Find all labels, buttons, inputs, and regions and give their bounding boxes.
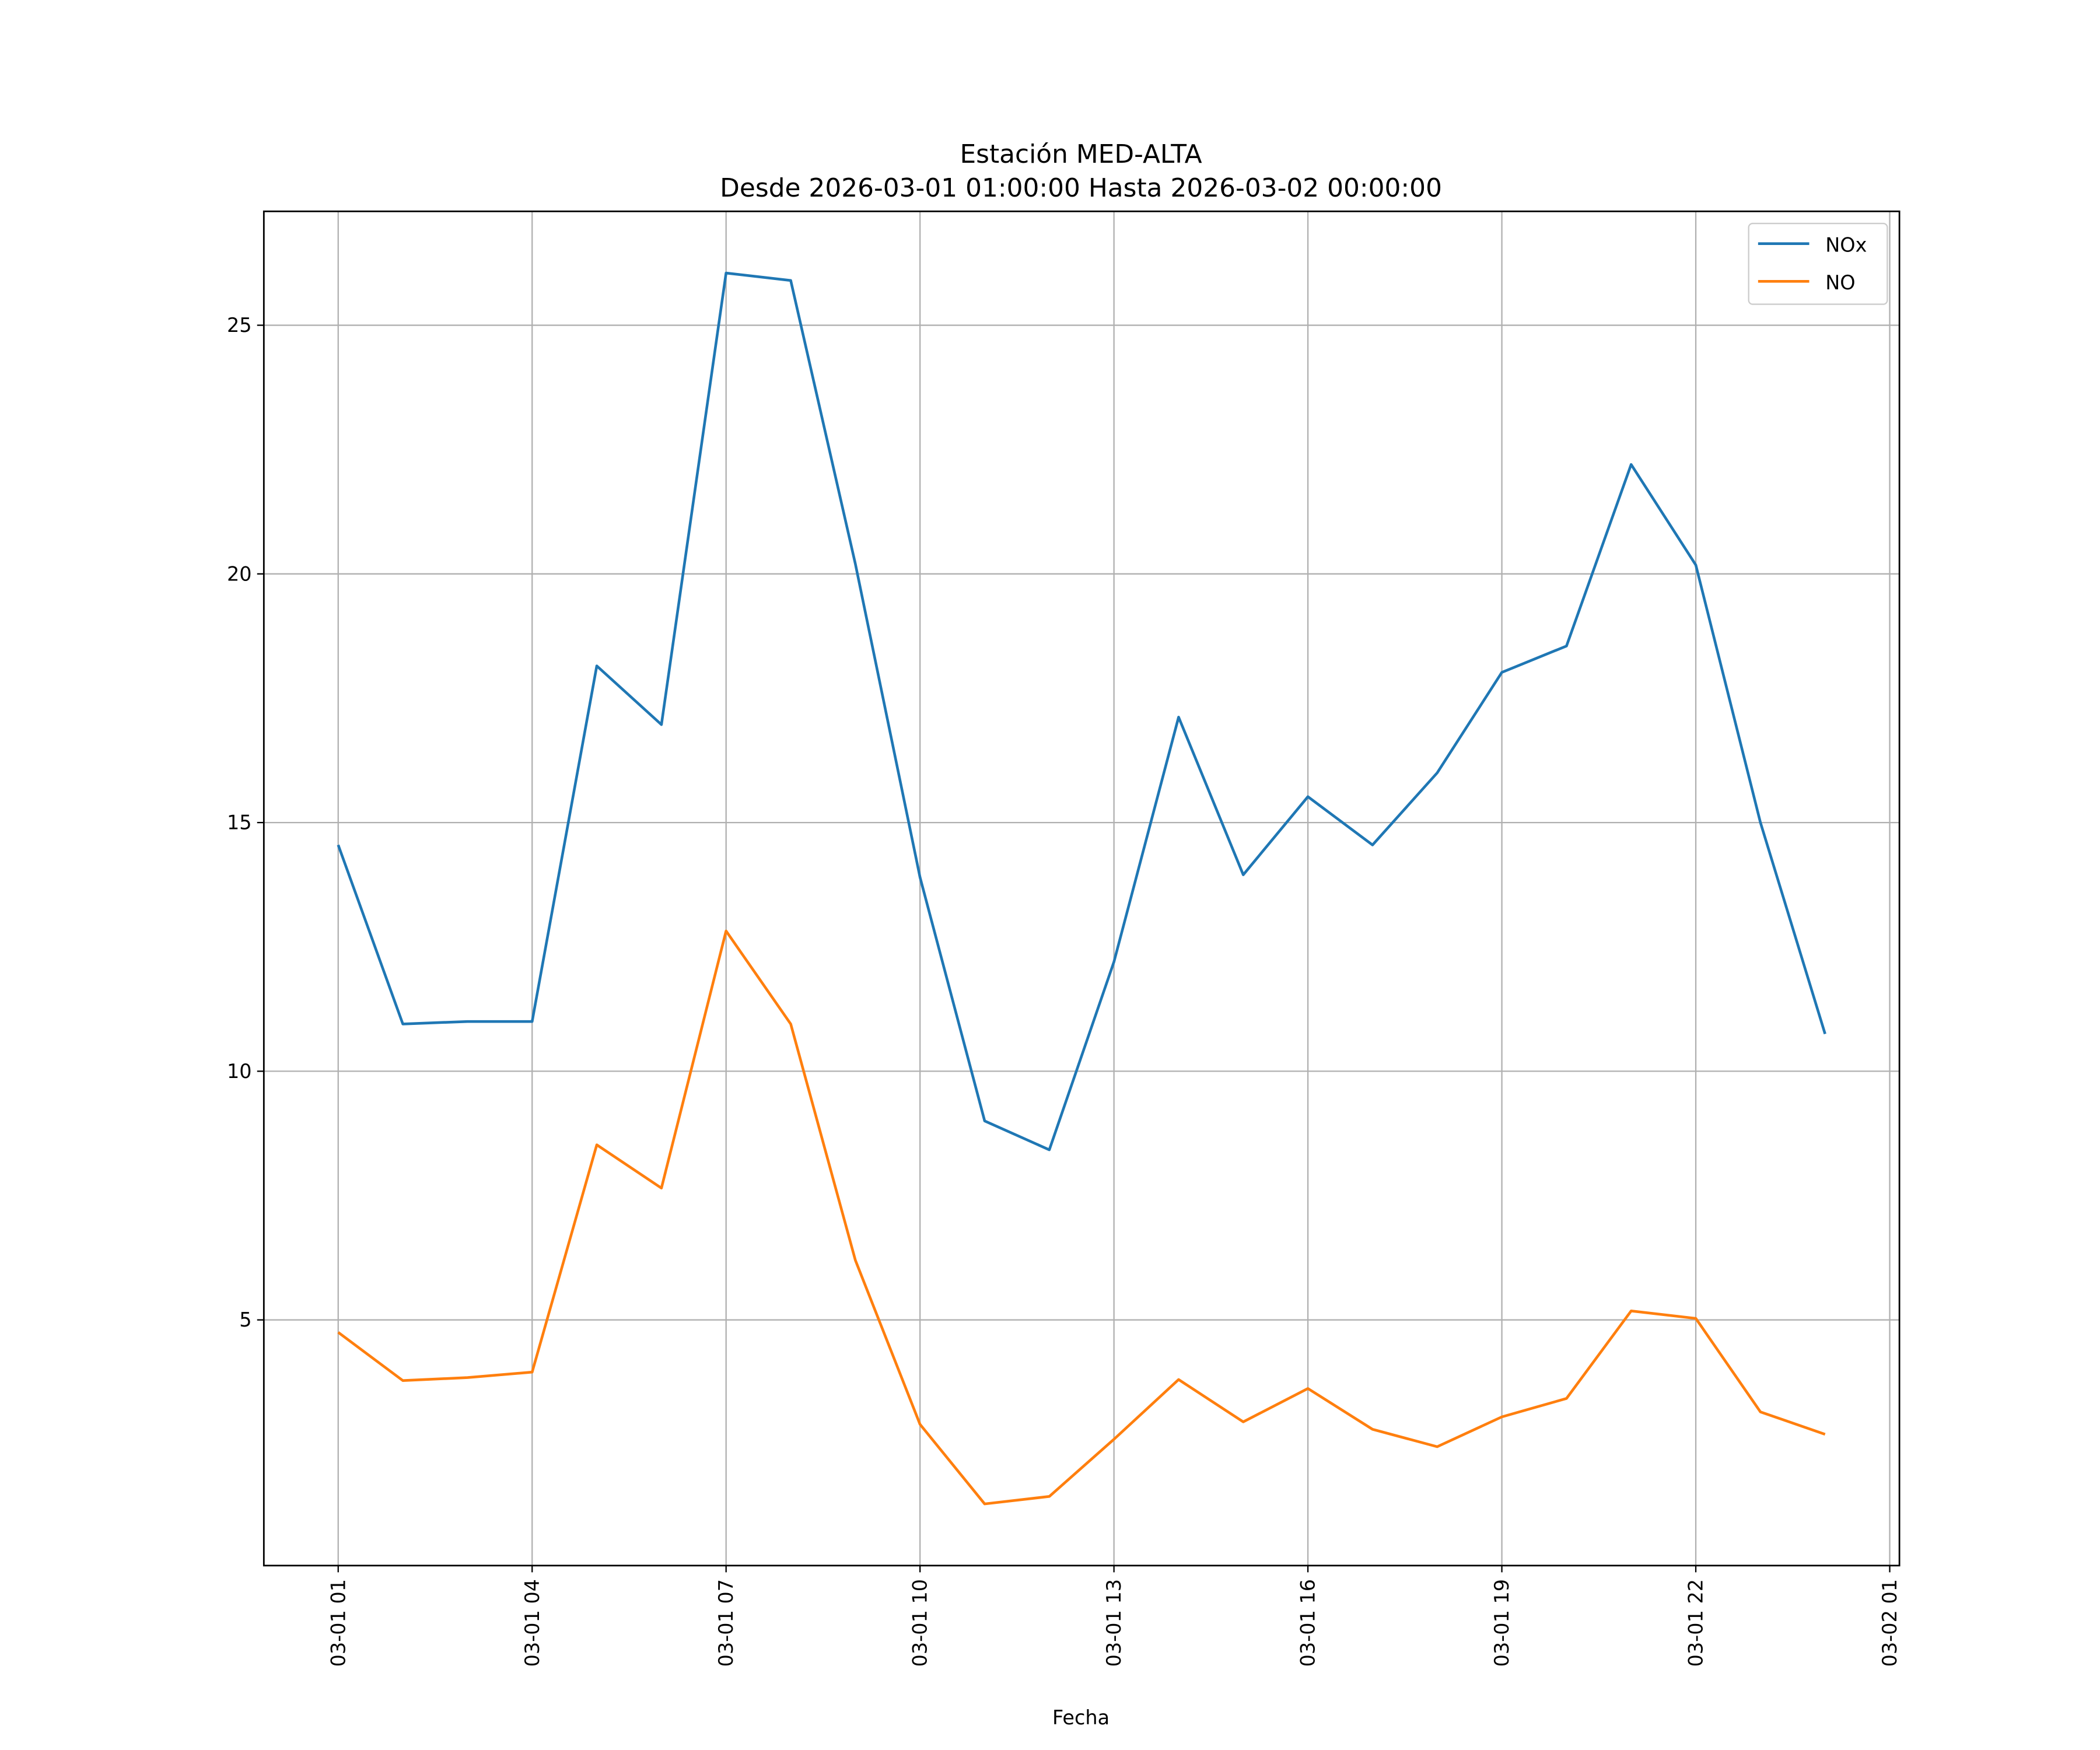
x-tick-label: 03-02 01 xyxy=(1878,1579,1901,1667)
x-axis: 03-01 01 03-01 04 03-01 07 03-01 10 03-01 13… xyxy=(327,1565,1901,1667)
x-axis-label: Fecha xyxy=(1052,1706,1110,1729)
legend: NOx NO xyxy=(1748,222,1888,305)
legend-label-no: NO xyxy=(1825,271,1855,294)
y-tick-label: 20 xyxy=(227,562,252,585)
x-tick-label: 03-01 07 xyxy=(715,1579,737,1667)
chart-title-line2: Desde 2026-03-01 01:00:00 Hasta 2026-03-… xyxy=(720,173,1442,203)
y-tick-label: 5 xyxy=(239,1308,251,1331)
x-tick-label: 03-01 22 xyxy=(1685,1579,1707,1667)
series-lines xyxy=(337,271,1826,1506)
series-line-no xyxy=(337,929,1826,1506)
x-tick-label: 03-01 04 xyxy=(521,1579,544,1667)
legend-label-nox: NOx xyxy=(1825,234,1867,257)
chart-title-line1: Estación MED-ALTA xyxy=(960,139,1202,169)
y-axis: 5 10 15 20 25 xyxy=(227,314,264,1331)
grid xyxy=(264,211,1900,1566)
x-tick-label: 03-01 19 xyxy=(1490,1579,1513,1667)
x-tick-label: 03-01 16 xyxy=(1297,1579,1320,1667)
x-tick-label: 03-01 10 xyxy=(909,1579,932,1667)
y-tick-label: 10 xyxy=(227,1060,252,1083)
series-line-nox xyxy=(337,271,1826,1152)
x-tick-label: 03-01 01 xyxy=(327,1579,349,1667)
y-tick-label: 15 xyxy=(227,811,252,834)
x-tick-label: 03-01 13 xyxy=(1102,1579,1125,1667)
axes-frame xyxy=(262,210,1901,1567)
y-tick-label: 25 xyxy=(227,314,252,337)
